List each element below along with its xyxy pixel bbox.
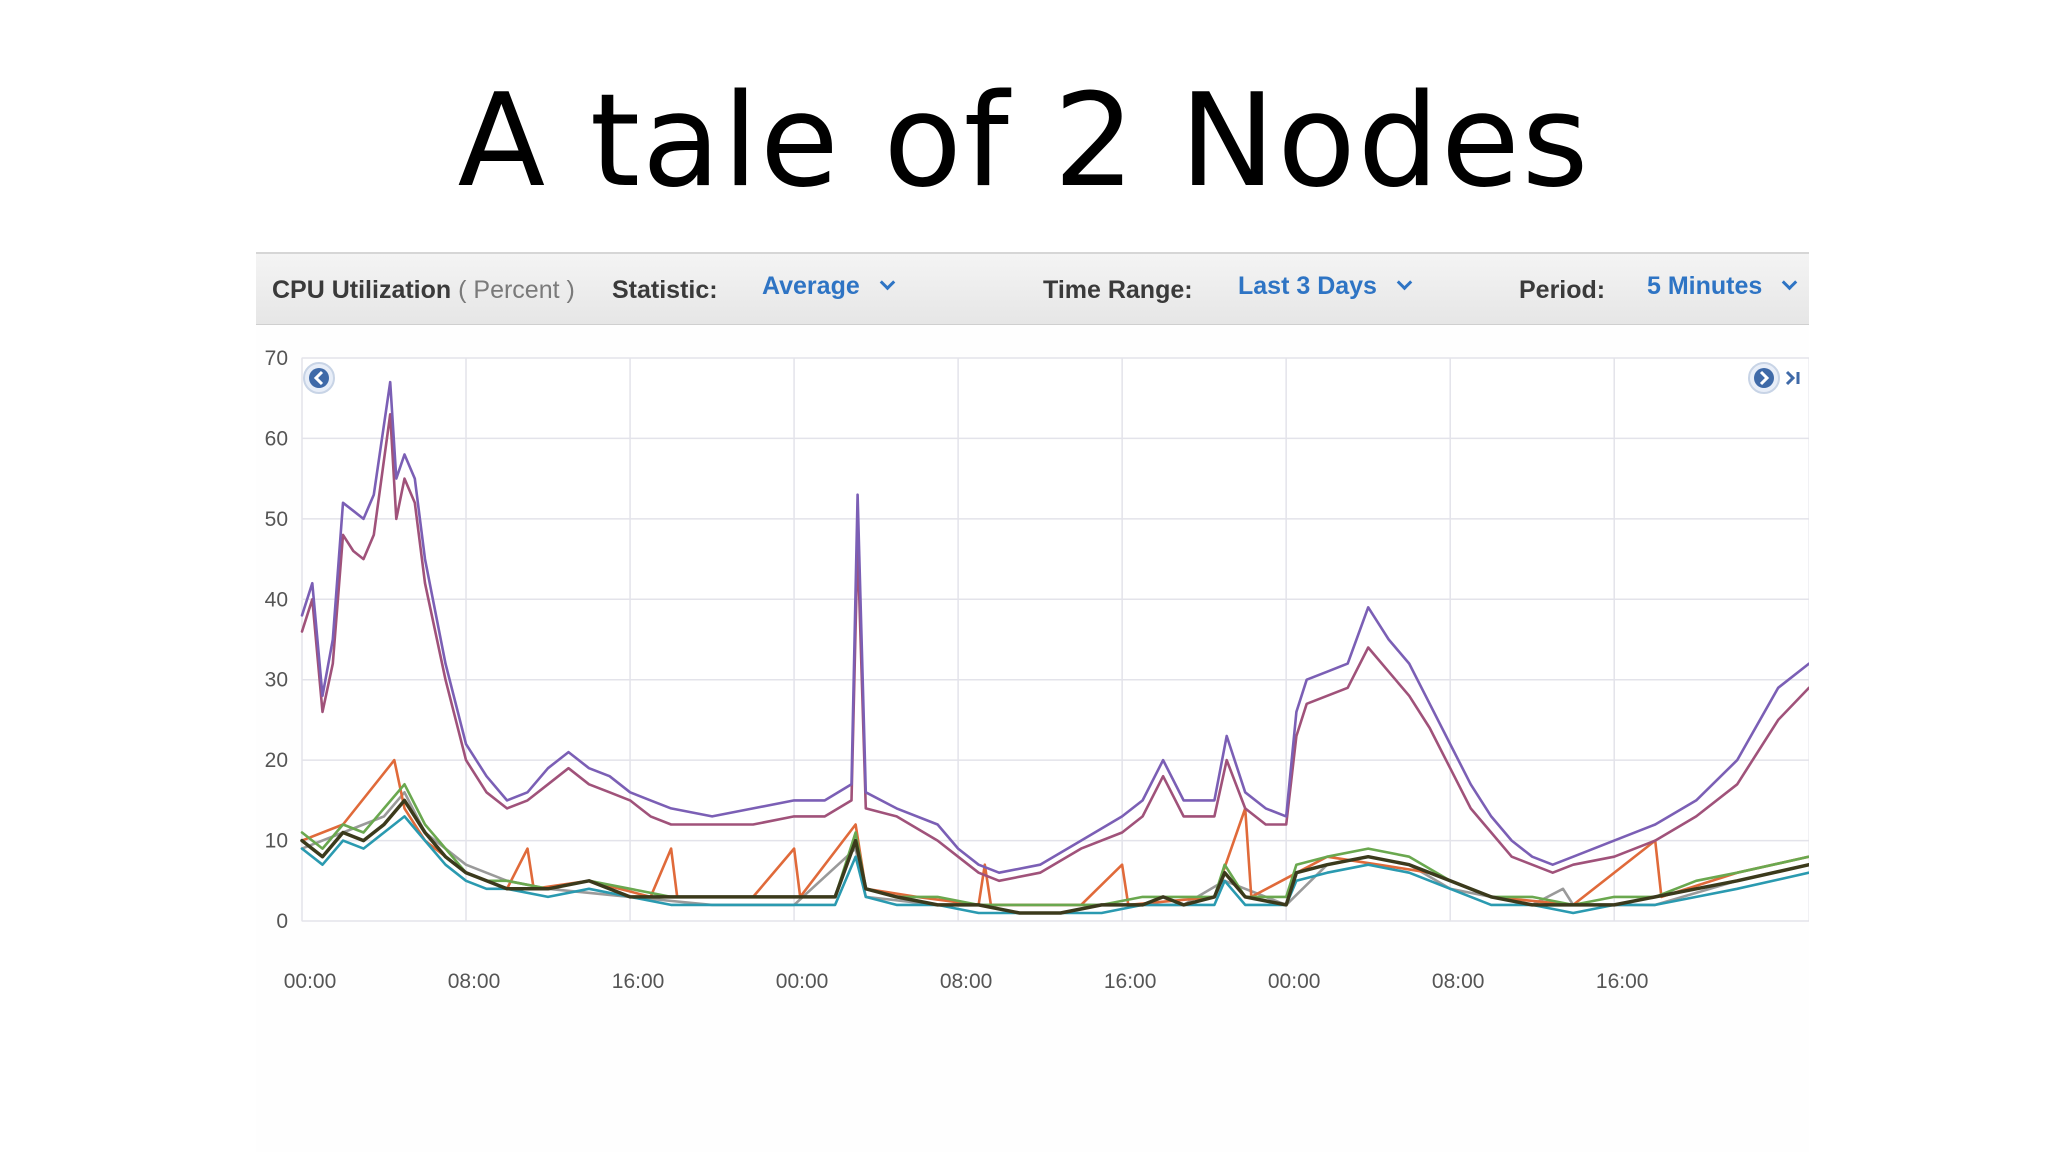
x-tick-label: 08:00 [940, 970, 993, 993]
statistic-dropdown[interactable]: Average [762, 272, 896, 301]
period-dropdown[interactable]: 5 Minutes [1647, 272, 1798, 301]
chevron-down-icon [1782, 274, 1798, 291]
x-tick-label: 16:00 [612, 970, 665, 993]
slide-title: A tale of 2 Nodes [457, 67, 1591, 216]
y-axis-ticks: 0 10 20 30 40 50 60 70 [265, 347, 288, 933]
statistic-label: Statistic: [612, 276, 718, 304]
x-tick-label: 08:00 [1432, 970, 1485, 993]
x-tick-label: 00:00 [284, 970, 337, 993]
x-tick-label: 00:00 [776, 970, 829, 993]
skip-to-end-button[interactable] [1785, 370, 1800, 386]
metric-label: CPU Utilization [272, 276, 452, 304]
metric-unit: ( Percent ) [458, 276, 575, 304]
time-range-value: Last 3 Days [1238, 272, 1377, 300]
x-axis-ticks: 00:00 08:00 16:00 00:00 08:00 16:00 00:00 08:00… [284, 970, 1649, 993]
series-line [300, 815, 1809, 915]
series-line [300, 380, 1809, 874]
series-line [300, 798, 1809, 915]
period-value: 5 Minutes [1647, 272, 1763, 300]
y-tick-label: 0 [276, 910, 288, 933]
y-tick-label: 60 [265, 427, 288, 450]
series-line [300, 413, 1809, 883]
y-tick-label: 10 [265, 830, 288, 853]
x-tick-label: 16:00 [1596, 970, 1649, 993]
chart-grid [301, 357, 1809, 922]
time-range-dropdown[interactable]: Last 3 Days [1238, 272, 1413, 301]
y-tick-label: 70 [265, 347, 288, 370]
y-tick-label: 50 [265, 508, 288, 531]
chart-toolbar: CPU Utilization ( Percent ) Statistic: A… [256, 252, 1809, 325]
prev-period-button[interactable] [303, 362, 335, 394]
cpu-utilization-chart: 0 10 20 30 40 50 60 70 00:00 08:00 16:00 00:00 08:0… [265, 347, 1809, 993]
y-tick-label: 40 [265, 588, 288, 611]
x-tick-label: 08:00 [448, 970, 501, 993]
chevron-right-circle-icon [1754, 368, 1774, 388]
chevron-left-circle-icon [309, 368, 329, 388]
y-tick-label: 30 [265, 669, 288, 692]
chevron-down-icon [1396, 274, 1413, 291]
period-label: Period: [1519, 276, 1606, 304]
chart-series [300, 380, 1809, 915]
time-range-label: Time Range: [1043, 276, 1193, 304]
x-tick-label: 16:00 [1104, 970, 1157, 993]
x-tick-label: 00:00 [1268, 970, 1321, 993]
metric-title: CPU Utilization ( Percent ) [272, 276, 575, 305]
chevron-right-icon [1759, 370, 1770, 386]
chevron-left-icon [313, 370, 324, 386]
plot-area [301, 357, 1809, 922]
next-period-button[interactable] [1748, 362, 1780, 394]
statistic-value: Average [762, 272, 860, 300]
skip-to-end-icon [1785, 370, 1796, 386]
y-tick-label: 20 [265, 749, 288, 772]
chevron-down-icon [879, 274, 896, 291]
